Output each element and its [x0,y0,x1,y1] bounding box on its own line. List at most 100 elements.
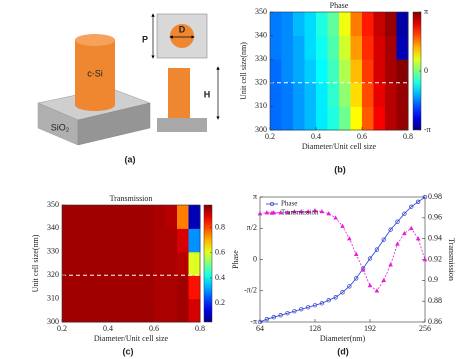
y-tick-label: π [253,192,257,201]
heatmap-cell [362,82,374,107]
x-tick-label: 0.6 [149,324,159,333]
series-marker [340,223,345,228]
series-marker [257,211,263,216]
y-tick-label: 300 [47,317,59,326]
y-tick-label: 340 [47,223,59,232]
heatmap-cell [108,275,120,300]
caption: (a) [125,154,136,164]
series-marker [408,225,414,230]
heatmap-cell [142,275,155,300]
heatmap-cell [108,205,120,229]
heatmap-cell [385,35,397,60]
legend-marker [269,201,275,207]
y2-tick-label: 0.88 [428,296,442,305]
heatmap-cell [373,106,386,131]
heatmap-cell [73,251,86,276]
heatmap-cell [119,228,132,253]
colorbar-tick-label: 0.8 [215,222,225,231]
heatmap-cell [154,275,166,300]
series-marker [402,230,407,236]
series-marker [326,298,331,303]
x-tick-label: 64 [256,324,264,333]
plot-frame [61,204,201,323]
plot-frame [269,11,409,131]
heatmap-cell [362,106,374,131]
heatmap-cell [270,12,282,37]
diameter-label: D [179,24,186,34]
series-marker [415,199,421,204]
y-tick-label: 320 [47,270,59,279]
pillar-bottom [75,99,115,111]
series-marker [319,301,325,306]
series-marker [264,317,270,322]
y-tick-label: 340 [255,30,267,39]
heatmap-cell [142,251,155,276]
heatmap-cell [339,12,351,37]
heatmap-cell [281,59,294,84]
y-tick-label: -π [250,317,257,326]
heatmap-cell [350,12,363,37]
series-marker [319,209,325,214]
heatmap-cell [62,228,74,253]
heatmap-cell [154,205,166,229]
series-marker [367,256,373,261]
series-marker [374,247,380,252]
heatmap-cell [281,35,294,60]
heatmap-cell [385,12,397,37]
heatmap-cell [316,59,328,84]
y-axis-label: Unit cell size(nm) [31,234,40,292]
heatmap-cell [119,275,132,300]
heatmap-cell [316,82,328,107]
series-marker [360,267,366,272]
x-tick-label: 0.8 [195,324,205,333]
x-tick-label: 0.2 [57,324,67,333]
legend-label: Phase [281,200,297,208]
heatmap-cell [373,59,386,84]
series-marker [278,210,283,215]
series-marker [395,241,400,246]
side-view-pillar [168,68,190,118]
substrate-right [77,102,151,146]
colorbar-tick-label: 0.2 [215,298,225,307]
x-tick-label: 0.2 [265,132,275,141]
y-axis-label: Phase [231,250,240,269]
heatmap-cell [96,298,109,323]
heatmap-cell [327,35,340,60]
diagram: c-Si SiO₂ D P H (a) [37,13,220,164]
series-marker [299,307,304,312]
heatmap-cell [339,35,351,60]
y2-tick-label: 0.96 [428,213,442,222]
heatmap-cell [85,228,97,253]
heatmap-cell [85,205,97,229]
series-marker [422,257,428,262]
heatmap-cell [62,298,74,323]
series-marker [312,303,318,308]
y-tick-label: 0 [253,254,257,263]
heatmap-cell [177,251,189,276]
series-marker [278,313,283,318]
pillar-body [75,40,115,105]
heatmap-cell [327,82,340,107]
pillar-label: c-Si [87,68,103,78]
chart-title: Transmission [110,194,153,203]
x-tick-label: 256 [419,324,431,333]
plot-frame [259,196,426,323]
series-marker [415,236,421,241]
colorbar [203,204,213,323]
y-tick-label: 350 [47,200,59,209]
y-tick-label: 310 [255,101,267,110]
y-tick-label: 320 [255,78,267,87]
series-marker [409,204,414,209]
period-label: P [142,34,148,44]
heatmap-cell [270,82,282,107]
series-marker [347,236,352,241]
heatmap-cell [96,251,109,276]
heatmap-cell [385,106,397,131]
heatmap-cell [85,298,97,323]
heatmap-cell [350,82,363,107]
heatmap-cell [142,228,155,253]
heatmap-cell [350,106,363,131]
heatmap-cell [108,228,120,253]
heatmap-cell [119,251,132,276]
